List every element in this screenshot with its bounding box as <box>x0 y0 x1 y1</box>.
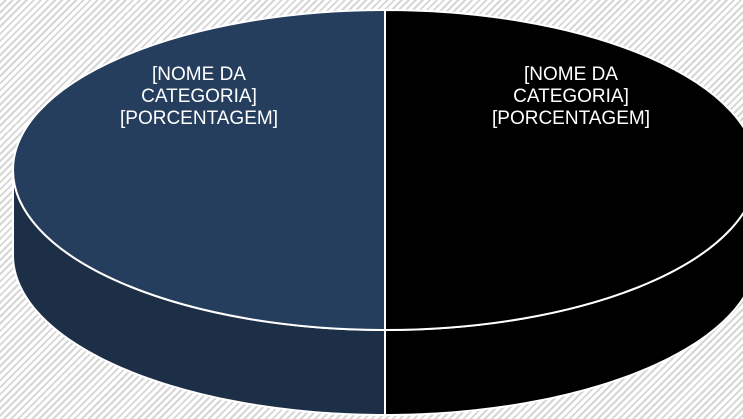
category-label: [NOME DA CATEGORIA] <box>513 64 629 107</box>
value-label: [PORCENTAGEM] <box>120 108 278 129</box>
category-label: [NOME DA CATEGORIA] <box>141 64 257 107</box>
value-label: [PORCENTAGEM] <box>492 108 650 129</box>
slice <box>384 8 743 332</box>
data-label: [NOME DA CATEGORIA] [PORCENTAGEM] <box>114 64 284 130</box>
data-label: [NOME DA CATEGORIA] [PORCENTAGEM] <box>486 64 656 130</box>
slice <box>12 8 386 332</box>
